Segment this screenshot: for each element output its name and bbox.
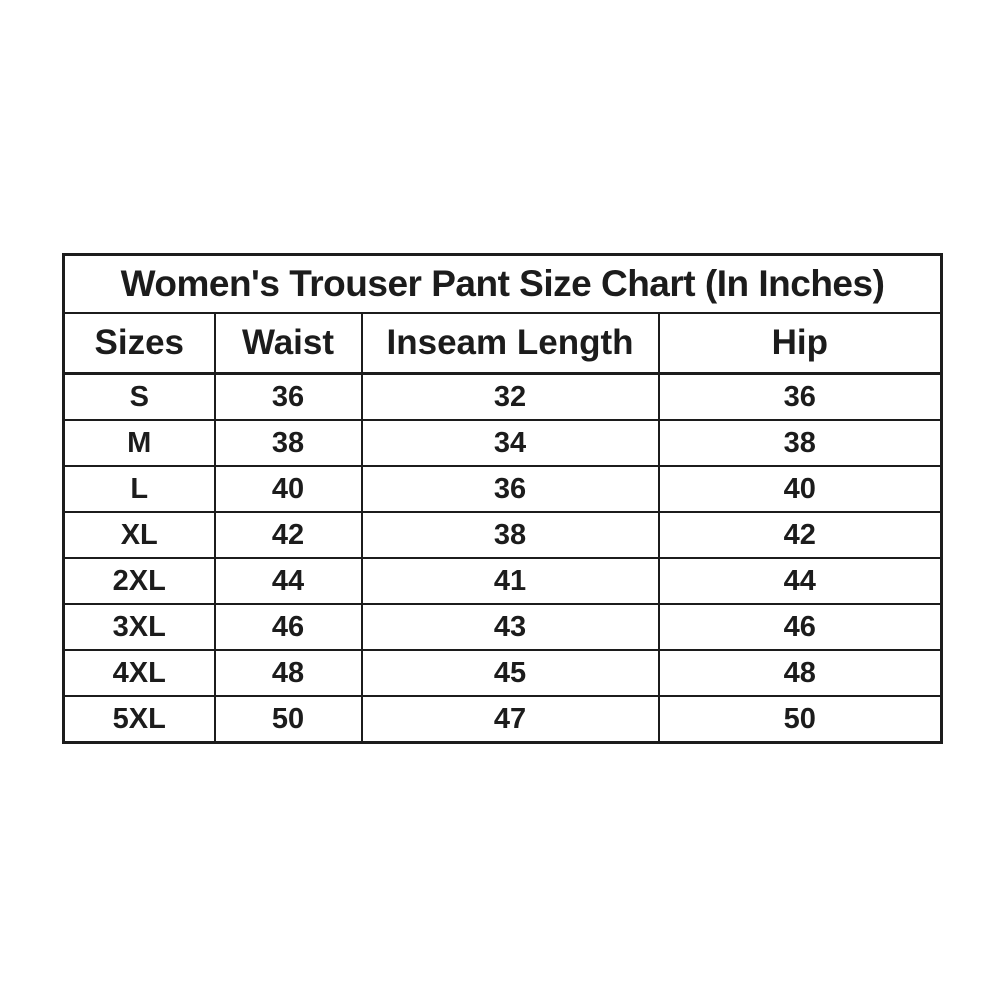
- measurement-value-cell: 46: [213, 603, 363, 651]
- table-row: 5XL 50 47 50: [62, 695, 943, 744]
- measurement-value-cell: 42: [657, 511, 943, 559]
- size-label-cell: S: [62, 372, 216, 421]
- measurement-value-cell: 44: [657, 557, 943, 605]
- column-header-hip: Hip: [657, 312, 943, 375]
- size-label-cell: 4XL: [62, 649, 216, 697]
- column-header-waist: Waist: [213, 312, 363, 375]
- measurement-value-cell: 36: [657, 372, 943, 421]
- size-chart-table: Women's Trouser Pant Size Chart (In Inch…: [62, 253, 944, 744]
- table-header-row: Sizes Waist Inseam Length Hip: [62, 312, 943, 375]
- table-title: Women's Trouser Pant Size Chart (In Inch…: [62, 253, 943, 314]
- measurement-value-cell: 48: [213, 649, 363, 697]
- measurement-value-cell: 47: [360, 695, 660, 744]
- measurement-value-cell: 34: [360, 419, 660, 467]
- table-row: XL 42 38 42: [62, 511, 943, 559]
- measurement-value-cell: 46: [657, 603, 943, 651]
- measurement-value-cell: 48: [657, 649, 943, 697]
- measurement-value-cell: 50: [657, 695, 943, 744]
- table-row: 2XL 44 41 44: [62, 557, 943, 605]
- size-label-cell: 3XL: [62, 603, 216, 651]
- size-label-cell: 5XL: [62, 695, 216, 744]
- table-row: 4XL 48 45 48: [62, 649, 943, 697]
- table-row: M 38 34 38: [62, 419, 943, 467]
- measurement-value-cell: 38: [360, 511, 660, 559]
- table-body: S 36 32 36 M 38 34 38 L 40 36 40 XL 42 38 42 2XL 44 41 44 3X…: [62, 372, 943, 744]
- measurement-value-cell: 43: [360, 603, 660, 651]
- measurement-value-cell: 36: [213, 372, 363, 421]
- measurement-value-cell: 36: [360, 465, 660, 513]
- measurement-value-cell: 38: [213, 419, 363, 467]
- table-row: S 36 32 36: [62, 372, 943, 421]
- measurement-value-cell: 41: [360, 557, 660, 605]
- column-header-sizes: Sizes: [62, 312, 216, 375]
- column-header-inseam-length: Inseam Length: [360, 312, 660, 375]
- size-label-cell: 2XL: [62, 557, 216, 605]
- measurement-value-cell: 50: [213, 695, 363, 744]
- size-label-cell: XL: [62, 511, 216, 559]
- title-row: Women's Trouser Pant Size Chart (In Inch…: [62, 253, 943, 314]
- table-row: L 40 36 40: [62, 465, 943, 513]
- size-label-cell: L: [62, 465, 216, 513]
- measurement-value-cell: 40: [657, 465, 943, 513]
- measurement-value-cell: 42: [213, 511, 363, 559]
- size-label-cell: M: [62, 419, 216, 467]
- measurement-value-cell: 40: [213, 465, 363, 513]
- table-row: 3XL 46 43 46: [62, 603, 943, 651]
- measurement-value-cell: 45: [360, 649, 660, 697]
- measurement-value-cell: 38: [657, 419, 943, 467]
- measurement-value-cell: 44: [213, 557, 363, 605]
- measurement-value-cell: 32: [360, 372, 660, 421]
